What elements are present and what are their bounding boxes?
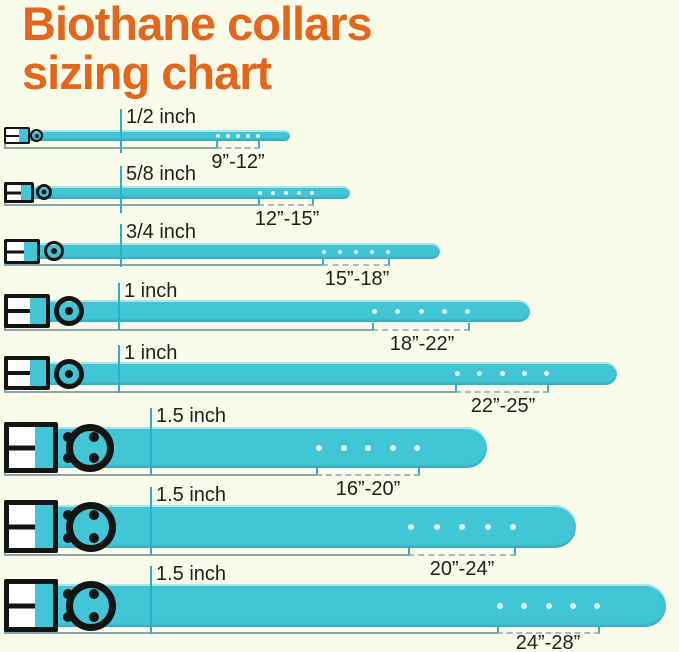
measure-line-solid: [4, 385, 455, 393]
rivet-dot: [63, 453, 73, 463]
rivet-dot: [89, 510, 99, 520]
measure-line-solid: [4, 141, 216, 149]
collar-strap: [4, 362, 617, 385]
size-range-label: 18”-22”: [389, 333, 455, 355]
measure-line-dashed: [316, 468, 420, 476]
buckle-frame: [4, 127, 30, 144]
buckle-ring: [30, 129, 43, 142]
collar-width-label: 1/2 inch: [126, 106, 197, 128]
adjustment-holes: [216, 133, 260, 138]
measure-line-solid: [4, 323, 372, 331]
collar-width-label: 1 inch: [124, 342, 178, 364]
rivet-dot: [63, 589, 73, 599]
measure-line-solid: [4, 548, 408, 556]
collar-strap: [4, 130, 290, 141]
page-title: Biothane collars sizing chart: [22, 0, 373, 99]
adjustment-holes: [372, 308, 470, 314]
buckle-ring: [36, 184, 52, 200]
rivet-dot: [63, 510, 73, 520]
collar-width-label: 1.5 inch: [156, 563, 227, 585]
width-pointer-line: [118, 345, 120, 393]
rivet-dot: [89, 453, 99, 463]
buckle-d-ring: [54, 296, 84, 326]
size-range-label: 22”-25”: [470, 395, 536, 417]
buckle-frame: [4, 239, 40, 264]
measure-line-dashed: [455, 385, 549, 393]
buckle-frame: [4, 356, 50, 390]
measure-line-dashed: [497, 626, 600, 634]
width-pointer-line: [150, 487, 152, 555]
width-pointer-line: [150, 566, 152, 634]
measure-line-dashed: [216, 141, 260, 149]
size-range-label: 20”-24”: [429, 558, 495, 580]
collar-width-label: 1 inch: [124, 280, 178, 302]
adjustment-holes: [497, 602, 600, 609]
buckle-frame: [4, 422, 58, 473]
measure-line-dashed: [408, 548, 516, 556]
adjustment-holes: [258, 190, 314, 195]
rivet-dot: [89, 589, 99, 599]
buckle-d-ring: [66, 502, 116, 552]
width-pointer-line: [150, 408, 152, 475]
rivet-dot: [63, 612, 73, 622]
rivet-dot: [63, 533, 73, 543]
rivet-dot: [63, 432, 73, 442]
size-range-label: 9”-12”: [211, 151, 265, 173]
page-title-line1: Biothane collars: [22, 0, 373, 50]
collar-width-label: 3/4 inch: [126, 221, 197, 243]
adjustment-holes: [316, 444, 420, 451]
size-range-label: 24”-28”: [515, 632, 581, 652]
measure-line-solid: [4, 626, 497, 634]
collar-strap: [4, 186, 350, 199]
collar-width-label: 1.5 inch: [156, 405, 227, 427]
rivet-dot: [89, 612, 99, 622]
measure-line-dashed: [372, 323, 470, 331]
buckle-frame: [4, 294, 50, 328]
size-range-label: 15”-18”: [324, 268, 390, 290]
measure-line-dashed: [322, 258, 390, 266]
adjustment-holes: [455, 370, 549, 376]
width-pointer-line: [120, 224, 122, 267]
width-pointer-line: [120, 109, 122, 153]
buckle-d-ring: [66, 424, 114, 472]
adjustment-holes: [408, 523, 516, 530]
buckle-d-ring: [66, 581, 116, 631]
rivet-dot: [89, 432, 99, 442]
size-range-label: 12”-15”: [254, 208, 320, 230]
buckle-d-ring: [54, 359, 84, 389]
measure-line-solid: [4, 258, 322, 266]
collar-width-label: 5/8 inch: [126, 163, 197, 185]
buckle-ring: [44, 241, 64, 261]
measure-line-dashed: [258, 198, 314, 206]
collar-strap: [4, 300, 530, 322]
size-range-label: 16”-20”: [335, 478, 401, 500]
page-title-line2: sizing chart: [22, 45, 272, 99]
width-pointer-line: [120, 166, 122, 213]
collar-width-label: 1.5 inch: [156, 484, 227, 506]
collar-strap: [4, 243, 440, 259]
measure-line-solid: [4, 198, 258, 206]
buckle-frame: [4, 579, 58, 632]
rivet-dot: [89, 533, 99, 543]
width-pointer-line: [118, 283, 120, 330]
adjustment-holes: [322, 249, 390, 254]
buckle-frame: [4, 500, 58, 553]
buckle-frame: [4, 182, 34, 203]
